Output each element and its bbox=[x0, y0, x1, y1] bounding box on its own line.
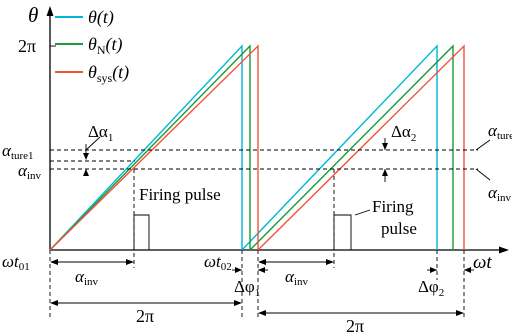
x-axis-arrow bbox=[499, 246, 509, 254]
alpha-inv-span-1-arrow-left bbox=[50, 259, 58, 265]
legend-label-thetaN: θN(t) bbox=[88, 34, 123, 57]
y-axis-arrow bbox=[46, 6, 54, 16]
alpha-ture2-leader bbox=[475, 139, 491, 151]
theta-ramp-1 bbox=[49, 44, 243, 251]
alpha-inv-span-2-arrow-left bbox=[258, 259, 266, 265]
delta-phi1-marker bbox=[232, 267, 268, 273]
delta-phi2-label: Δφ2 bbox=[418, 277, 444, 299]
alpha-inv-span-2 bbox=[258, 259, 334, 265]
delta-alpha1-arrow-down bbox=[83, 153, 89, 160]
legend-label-thetaSys: θsys(t) bbox=[88, 62, 129, 85]
delta-phi2-arrow-right bbox=[430, 267, 437, 273]
alpha-inv-span-1 bbox=[50, 259, 134, 265]
alpha-ture2-label: αture2 bbox=[488, 121, 512, 142]
period-span-1-arrow-left bbox=[50, 300, 58, 306]
firing-pulse-2-leader bbox=[354, 209, 371, 216]
wt01-label: ωt01 bbox=[2, 252, 30, 273]
delta-phi1-arrow-right bbox=[235, 267, 242, 273]
alpha-inv-bottom-label-2: αinv bbox=[285, 267, 308, 288]
y-axis-label: θ bbox=[28, 3, 38, 27]
firing-pulse-1-label: Firing pulse bbox=[139, 185, 221, 204]
y-tick-label-2pi: 2π bbox=[18, 36, 36, 56]
delta-alpha1-label: Δα1 bbox=[88, 122, 113, 144]
firing-pulse-1-rect bbox=[133, 214, 150, 250]
thetaN-ramp-2 bbox=[249, 44, 454, 251]
thetaN-ramp-1 bbox=[49, 44, 251, 251]
alpha-inv-bottom-label-1: αinv bbox=[75, 267, 98, 288]
delta-alpha1-marker bbox=[83, 136, 101, 176]
delta-phi1-arrow-left bbox=[258, 267, 265, 273]
firing-pulse-2 bbox=[333, 209, 371, 250]
series-thetaSys bbox=[49, 44, 465, 251]
alpha-inv-span-2-arrow-right bbox=[326, 259, 334, 265]
delta-alpha1-leader bbox=[85, 136, 101, 151]
alpha-inv-right-label: αinv bbox=[488, 183, 511, 204]
firing-pulse-2-rect bbox=[333, 214, 352, 250]
alpha-inv-right-leader bbox=[475, 168, 491, 181]
delta-alpha2-label: Δα2 bbox=[391, 122, 416, 144]
alpha-inv-left-label: αinv bbox=[18, 161, 41, 182]
firing-pulse-2-label-line2: pulse bbox=[381, 219, 417, 238]
thetaSys-ramp-1 bbox=[49, 44, 259, 251]
delta-alpha2-arrow-down bbox=[382, 143, 388, 150]
period-label-1: 2π bbox=[136, 306, 154, 326]
delta-phi1-label: Δφ1 bbox=[234, 277, 260, 299]
alpha-inv-span-1-arrow-right bbox=[126, 259, 134, 265]
delta-alpha2-marker bbox=[382, 138, 388, 182]
x-axis-label: ωt bbox=[473, 252, 492, 273]
period-span-2-arrow-left bbox=[258, 310, 266, 316]
period-span-2-arrow-right bbox=[456, 310, 464, 316]
delta-phi2-arrow-left bbox=[464, 267, 471, 273]
delta-alpha1-arrow-up bbox=[83, 169, 89, 176]
axes bbox=[46, 6, 509, 254]
wt02-label: ωt02 bbox=[204, 252, 232, 273]
period-span-1 bbox=[50, 300, 242, 306]
period-span-2 bbox=[258, 310, 464, 316]
series-theta bbox=[49, 44, 438, 251]
series-thetaN bbox=[49, 44, 454, 251]
delta-phi2-marker bbox=[427, 267, 474, 273]
alpha-ture1-label: αture1 bbox=[2, 141, 34, 162]
period-span-1-arrow-right bbox=[234, 300, 242, 306]
legend-label-theta: θ(t) bbox=[88, 7, 114, 28]
delta-alpha2-arrow-up bbox=[382, 169, 388, 176]
theta-ramp-2 bbox=[241, 44, 438, 251]
period-label-2: 2π bbox=[346, 316, 364, 335]
firing-pulse-2-label-line1: Firing bbox=[372, 197, 414, 216]
thetaSys-ramp-2 bbox=[257, 44, 465, 251]
reference-lines bbox=[50, 139, 491, 181]
firing-pulse-1 bbox=[133, 214, 150, 250]
legend: θ(t) θN(t) θsys(t) bbox=[55, 7, 129, 85]
